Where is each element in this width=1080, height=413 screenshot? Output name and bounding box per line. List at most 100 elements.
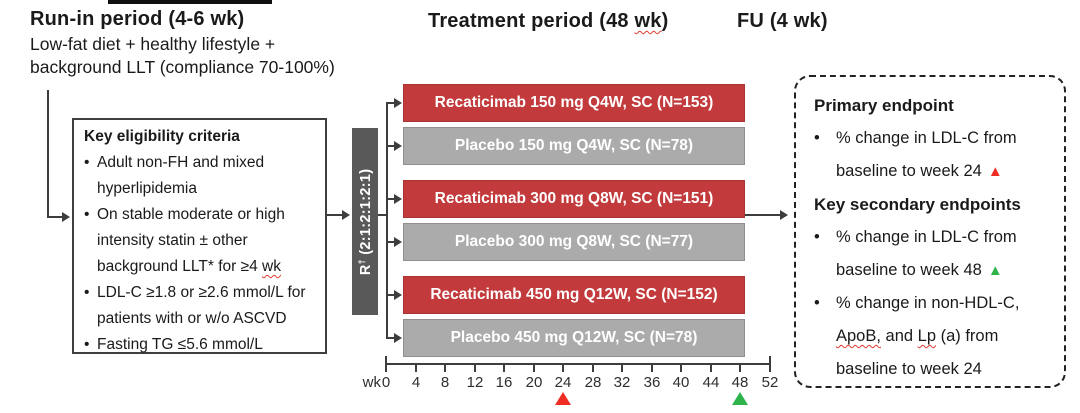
- eligibility-text: intensity statin ± other: [97, 232, 248, 249]
- bullet: •: [814, 294, 820, 312]
- arm-bar-placebo-300: Placebo 300 mg Q8W, SC (N=77): [403, 223, 745, 261]
- axis-tick: [592, 365, 594, 372]
- arm-bar-recaticimab-300: Recaticimab 300 mg Q8W, SC (N=151): [403, 180, 745, 218]
- eligibility-text: Adult non-FH and mixed: [97, 154, 265, 171]
- randomization-connector-hline: [327, 214, 343, 216]
- randomization-label: R† (2:1:2:1:2:1): [356, 168, 374, 275]
- branch-trunk: [386, 102, 388, 339]
- endpoint-text: baseline to week 24: [836, 360, 982, 378]
- endpoint-line: baseline to week 24 ▲: [814, 155, 1054, 188]
- bullet: •: [84, 154, 90, 171]
- bullet: •: [814, 228, 820, 246]
- axis-unit-label: wk: [362, 374, 381, 391]
- axis-tick: [621, 365, 623, 372]
- eligibility-text-wavy: wk: [262, 258, 281, 275]
- randomization-ratio: (2:1:2:1:2:1): [357, 168, 374, 255]
- red-triangle-icon: ▲: [987, 163, 1003, 180]
- branch-hline: [386, 102, 395, 104]
- branch-hline: [386, 198, 395, 200]
- axis-tick-label: 0: [381, 374, 391, 391]
- endpoint-text: baseline to week 48: [836, 261, 982, 279]
- branch-hline: [386, 294, 395, 296]
- axis-tick-label: 48: [731, 374, 749, 391]
- arm-bar-placebo-450: Placebo 450 mg Q12W, SC (N=78): [403, 319, 745, 357]
- top-edge-artifact: [108, 0, 272, 4]
- endpoints-box: Primary endpoint • % change in LDL-C from…: [794, 75, 1066, 388]
- axis-tick: [710, 365, 712, 372]
- secondary-endpoints-title: Key secondary endpoints: [814, 195, 1021, 214]
- axis-tick-label: 24: [554, 374, 572, 391]
- arrow-right-icon: [394, 333, 402, 343]
- endpoint-text: (a) from: [936, 327, 999, 345]
- axis-tick-label: 4: [411, 374, 421, 391]
- follow-up-title: FU (4 wk): [737, 10, 828, 32]
- arrow-right-icon: [394, 194, 402, 204]
- eligibility-line: patients with or w/o ASCVD: [84, 306, 319, 332]
- red-triangle-icon: [555, 392, 571, 405]
- bullet: •: [84, 206, 90, 223]
- arm-bar-recaticimab-150: Recaticimab 150 mg Q4W, SC (N=153): [403, 84, 745, 122]
- eligibility-line: background LLT* for ≥4 wk: [84, 254, 319, 280]
- endpoint-text: baseline to week 24: [836, 162, 982, 180]
- axis-tick-label: 12: [466, 374, 484, 391]
- run-in-subtitle-line1: Low-fat diet + healthy lifestyle +: [30, 34, 276, 54]
- treatment-period-title-wavy: wk: [634, 10, 662, 32]
- arrow-right-icon: [780, 210, 788, 220]
- branch-hline: [386, 337, 395, 339]
- axis-tick: [769, 356, 771, 372]
- axis-tick-label: 44: [702, 374, 720, 391]
- endpoint-text: % change in non-HDL-C,: [836, 294, 1020, 312]
- axis-tick-label: 36: [643, 374, 661, 391]
- bullet: •: [84, 284, 90, 301]
- eligibility-text: LDL-C ≥1.8 or ≥2.6 mmol/L for: [97, 284, 306, 301]
- randomization-r: R: [357, 263, 374, 275]
- axis-tick: [474, 365, 476, 372]
- endpoint-line: • % change in LDL-C from: [814, 221, 1054, 254]
- axis-tick-label: 40: [672, 374, 690, 391]
- eligibility-line: hyperlipidemia: [84, 176, 319, 202]
- axis-tick: [562, 365, 564, 372]
- endpoint-line: • % change in LDL-C from: [814, 122, 1054, 155]
- axis-tick-label: 32: [613, 374, 631, 391]
- axis-tick: [503, 365, 505, 372]
- eligibility-line: intensity statin ± other: [84, 228, 319, 254]
- endpoint-text: % change in LDL-C from: [836, 228, 1017, 246]
- endpoint-text: and: [880, 327, 918, 345]
- endpoint-line: • % change in non-HDL-C,: [814, 287, 1054, 320]
- branch-stub: [378, 214, 387, 216]
- arm-bar-recaticimab-450: Recaticimab 450 mg Q12W, SC (N=152): [403, 276, 745, 314]
- endpoint-line: baseline to week 24: [814, 353, 1054, 386]
- run-in-connector-hline: [47, 216, 63, 218]
- eligibility-line: • Fasting TG ≤5.6 mmol/L: [84, 332, 319, 358]
- bullet: •: [814, 129, 820, 147]
- branch-hline: [386, 241, 395, 243]
- eligibility-title: Key eligibility criteria: [84, 128, 240, 145]
- axis-tick-label: 8: [440, 374, 450, 391]
- randomization-dagger: †: [356, 258, 367, 264]
- endpoint-text: % change in LDL-C from: [836, 129, 1017, 147]
- axis-line: [385, 363, 771, 365]
- arrow-right-icon: [394, 237, 402, 247]
- randomization-bar: R† (2:1:2:1:2:1): [352, 128, 378, 315]
- treatment-period-title-close: ): [661, 10, 669, 32]
- axis-tick-label: 28: [584, 374, 602, 391]
- primary-endpoint-title: Primary endpoint: [814, 96, 954, 115]
- eligibility-text: Fasting TG ≤5.6 mmol/L: [97, 336, 263, 353]
- arrow-right-icon: [62, 212, 70, 222]
- axis-tick: [385, 356, 387, 372]
- endpoint-text-wavy: ApoB,: [836, 327, 881, 345]
- endpoint-text-wavy: Lp: [917, 327, 937, 345]
- endpoints-connector-hline: [745, 214, 781, 216]
- axis-tick-label: 52: [761, 374, 779, 391]
- eligibility-box: Key eligibility criteria • Adult non-FH a…: [72, 118, 327, 354]
- green-triangle-icon: ▲: [987, 262, 1003, 279]
- eligibility-text: patients with or w/o ASCVD: [97, 310, 287, 327]
- arrow-right-icon: [394, 141, 402, 151]
- axis-tick-label: 16: [495, 374, 513, 391]
- axis-tick: [651, 365, 653, 372]
- arrow-right-icon: [394, 98, 402, 108]
- bullet: •: [84, 336, 90, 353]
- eligibility-line: • On stable moderate or high: [84, 202, 319, 228]
- arm-bar-placebo-150: Placebo 150 mg Q4W, SC (N=78): [403, 127, 745, 165]
